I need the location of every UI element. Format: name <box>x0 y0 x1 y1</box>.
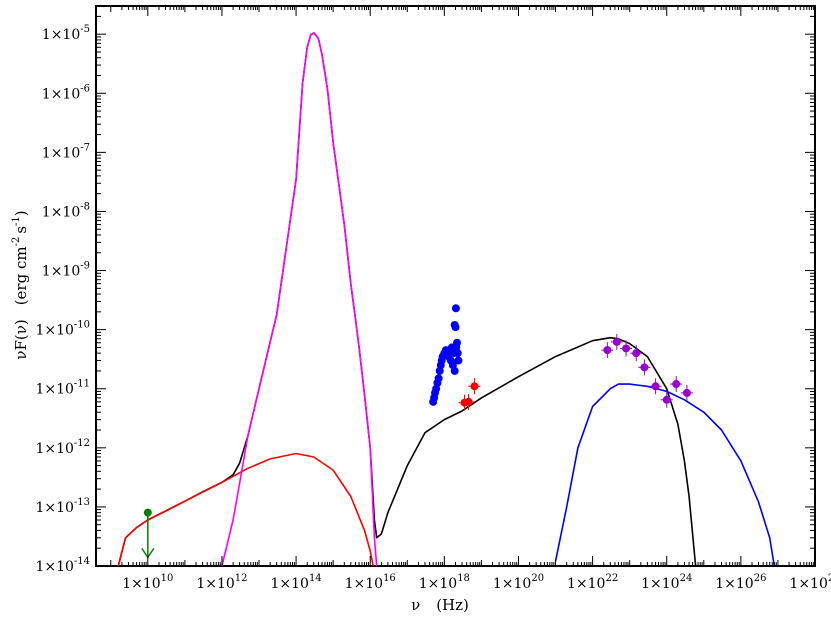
data-point <box>632 349 641 358</box>
x-tick-label: 1×1012 <box>196 573 247 592</box>
y-axis-label: νF(ν)(erg cm-2s-1) <box>11 210 30 359</box>
x-tick-label: 1×1016 <box>345 573 396 592</box>
data-point <box>672 380 681 389</box>
data-point <box>662 395 671 404</box>
x-tick-label: 1×1010 <box>122 573 173 592</box>
x-axis-label: ν (Hz) <box>411 596 469 614</box>
data-point <box>450 366 459 375</box>
x-tick-label: 1×1020 <box>493 573 544 592</box>
data-point <box>453 349 462 358</box>
model-curve-3 <box>554 383 776 566</box>
data-point <box>603 346 612 355</box>
data-point <box>651 382 660 391</box>
data-point <box>451 323 460 332</box>
x-tick-label: 1×1024 <box>641 573 692 592</box>
data-point <box>453 338 462 347</box>
data-point <box>454 356 463 365</box>
y-tick-label: 1×10-12 <box>35 438 90 457</box>
y-tick-label: 1×10-11 <box>35 379 90 398</box>
model-curve-2 <box>221 32 378 566</box>
x-tick-label: 1×1018 <box>419 573 470 592</box>
y-tick-label: 1×10-5 <box>42 24 90 43</box>
x-tick-label: 1×1022 <box>567 573 618 592</box>
y-tick-label: 1×10-6 <box>42 83 90 102</box>
data-point <box>640 363 649 372</box>
data-point <box>682 388 691 397</box>
y-tick-label: 1×10-7 <box>42 142 90 161</box>
data-point <box>622 344 631 353</box>
model-curve-0 <box>117 32 697 566</box>
data-point <box>434 374 443 383</box>
model-curve-1 <box>117 452 374 566</box>
y-tick-label: 1×10-10 <box>35 320 90 339</box>
y-tick-label: 1×10-8 <box>42 201 90 220</box>
data-point <box>470 382 479 391</box>
data-point <box>464 397 473 406</box>
y-tick-label: 1×10-9 <box>42 261 90 280</box>
x-tick-label: 1×1028 <box>789 573 831 592</box>
x-tick-label: 1×1014 <box>270 573 321 592</box>
plot-frame <box>95 5 816 567</box>
y-tick-label: 1×10-14 <box>35 556 90 575</box>
data-point <box>612 337 621 346</box>
data-point <box>451 304 460 313</box>
y-tick-label: 1×10-13 <box>35 497 90 516</box>
x-tick-label: 1×1026 <box>715 573 766 592</box>
